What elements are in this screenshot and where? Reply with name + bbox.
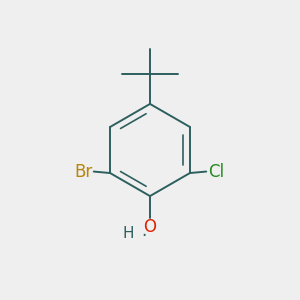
Text: Cl: Cl	[208, 163, 224, 181]
Text: H: H	[122, 226, 134, 241]
Text: O: O	[143, 218, 157, 236]
Text: ·: ·	[141, 227, 146, 245]
Text: Br: Br	[74, 163, 92, 181]
